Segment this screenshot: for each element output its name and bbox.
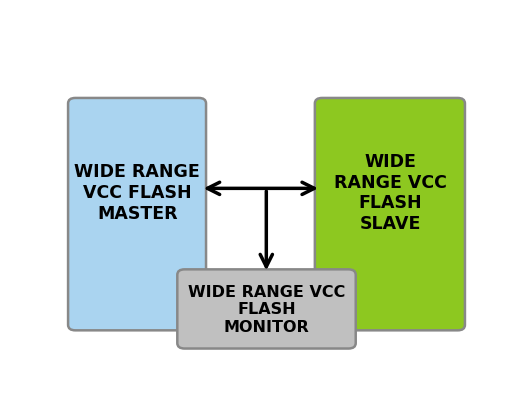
FancyBboxPatch shape: [177, 269, 355, 349]
FancyBboxPatch shape: [315, 98, 465, 330]
FancyBboxPatch shape: [68, 98, 206, 330]
Text: WIDE
RANGE VCC
FLASH
SLAVE: WIDE RANGE VCC FLASH SLAVE: [334, 153, 446, 233]
Text: WIDE RANGE
VCC FLASH
MASTER: WIDE RANGE VCC FLASH MASTER: [74, 163, 200, 223]
Text: WIDE RANGE VCC
FLASH
MONITOR: WIDE RANGE VCC FLASH MONITOR: [188, 285, 346, 335]
